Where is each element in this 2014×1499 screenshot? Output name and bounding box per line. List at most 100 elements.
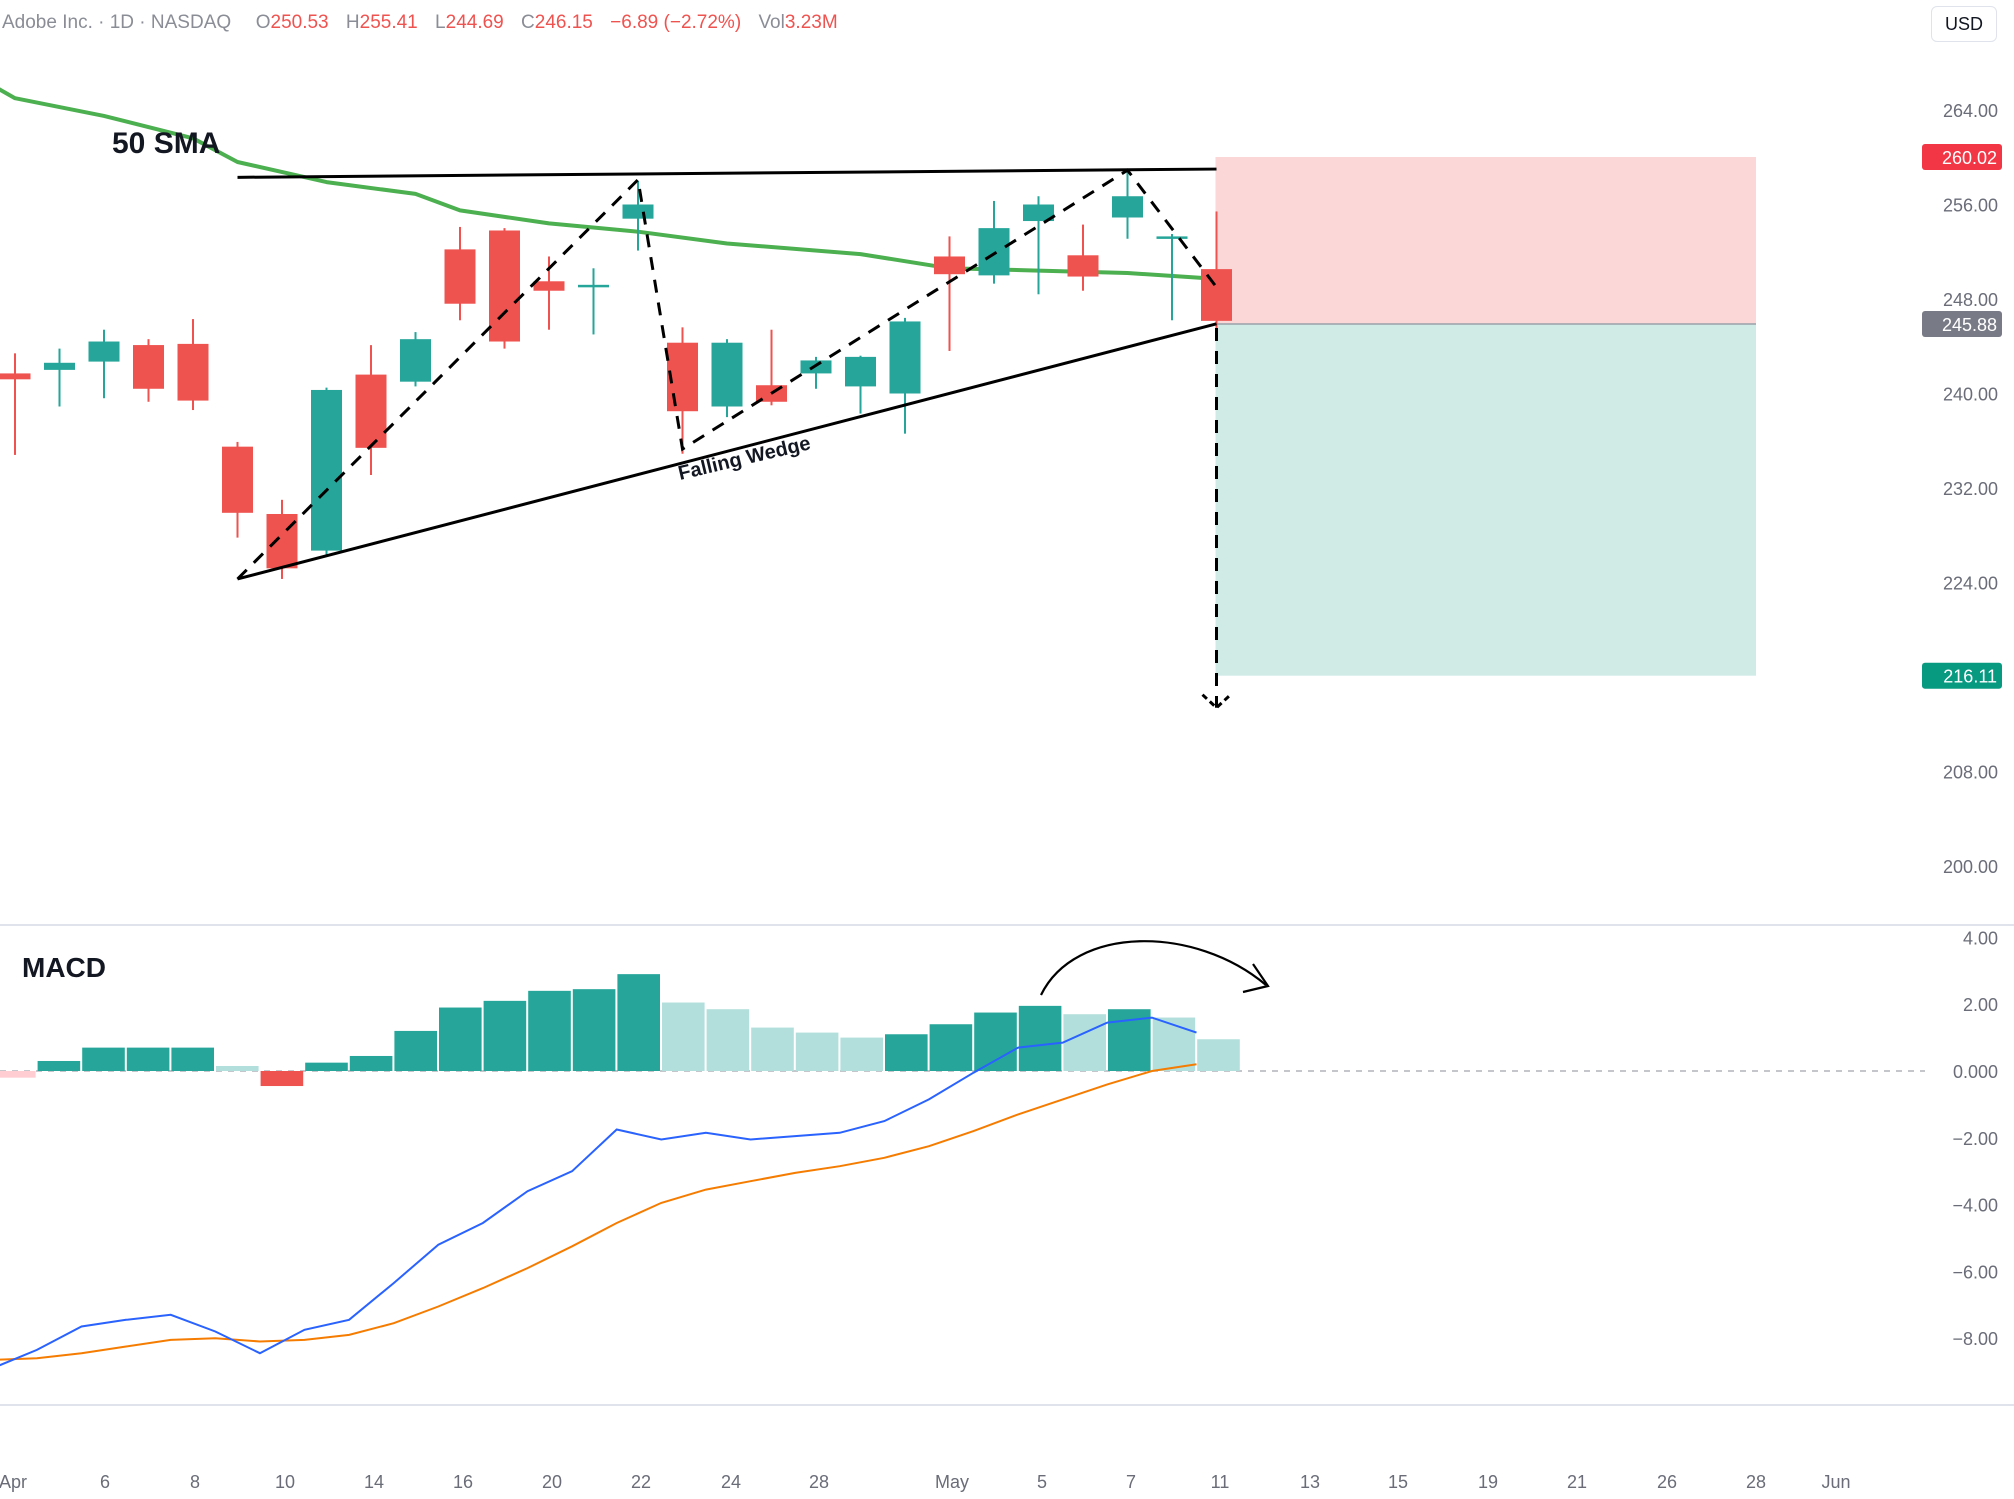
symbol-label: Adobe Inc. · 1D · NASDAQ <box>2 12 232 33</box>
candle-body <box>533 281 565 291</box>
vol-value: 3.23M <box>784 12 838 33</box>
macd-histogram-bar <box>394 1030 437 1071</box>
time-tick: 8 <box>190 1472 200 1492</box>
macd-tick: −8.00 <box>1952 1329 1998 1349</box>
time-tick: 14 <box>364 1472 384 1492</box>
macd-histogram-bar <box>82 1047 125 1071</box>
sma-layer <box>0 87 1217 281</box>
macd-histogram-bar <box>349 1055 393 1071</box>
macd-histogram-bar <box>617 974 660 1071</box>
time-tick: 24 <box>721 1472 741 1492</box>
time-tick: 10 <box>275 1472 295 1492</box>
candle-body <box>177 343 209 401</box>
candle-body <box>1156 236 1188 239</box>
drawings-layer <box>236 167 1270 996</box>
projection-arrowhead <box>1201 693 1232 710</box>
candle-body <box>1201 269 1232 321</box>
time-tick: Jun <box>1821 1472 1850 1492</box>
candle-body <box>578 284 609 288</box>
macd-curve-arrowhead <box>1242 963 1270 994</box>
time-tick: 7 <box>1126 1472 1136 1492</box>
macd-histogram-bar <box>795 1032 839 1071</box>
close-value: 246.15 <box>534 12 593 33</box>
time-tick: 16 <box>453 1472 473 1492</box>
price-tick: 232.00 <box>1943 479 1998 499</box>
macd-histogram-bar <box>1152 1017 1196 1071</box>
candles-layer <box>0 171 1232 579</box>
candle-body <box>44 362 75 370</box>
wedge-upper-line <box>237 167 1217 179</box>
macd-histogram-bar <box>1063 1014 1106 1071</box>
time-tick: 15 <box>1388 1472 1408 1492</box>
time-tick: 21 <box>1567 1472 1587 1492</box>
candle-body <box>400 339 431 382</box>
macd-tick: −4.00 <box>1952 1196 1998 1216</box>
legend-header: Adobe Inc. · 1D · NASDAQ O250.53 H255.41… <box>2 12 838 34</box>
pane-dividers <box>0 924 2014 1406</box>
candle-body <box>978 228 1010 276</box>
high-label: H <box>345 12 360 33</box>
macd-histogram-bar <box>572 989 616 1071</box>
position-zones <box>1215 157 1756 676</box>
macd-line <box>0 1016 1197 1367</box>
axes-layer: 264.00256.00248.00240.00232.00224.00208.… <box>0 101 2002 1492</box>
macd-tick: 2.00 <box>1963 995 1998 1015</box>
macd-histogram-bar <box>885 1034 928 1071</box>
candle-body <box>711 342 743 407</box>
wedge-lower-line <box>237 322 1217 581</box>
macd-histogram-bar <box>171 1047 214 1071</box>
open-label: O <box>255 12 271 33</box>
take-profit-zone <box>1215 324 1756 676</box>
macd-histogram-bar <box>483 1000 527 1071</box>
time-tick: 20 <box>542 1472 562 1492</box>
sma-annotation: 50 SMA <box>112 127 220 160</box>
macd-histogram-bar <box>37 1060 81 1071</box>
macd-histogram-bar <box>1018 1005 1062 1071</box>
sma50-line <box>0 87 1217 281</box>
macd-histogram-bar <box>0 1071 36 1078</box>
time-tick: Apr <box>0 1472 27 1492</box>
price-badge-label: 216.11 <box>1943 667 1997 687</box>
macd-signal-line <box>0 1063 1197 1361</box>
high-value: 255.41 <box>359 12 418 33</box>
macd-histogram-bar <box>1197 1039 1240 1071</box>
price-tick: 256.00 <box>1943 196 1998 216</box>
wave-path <box>236 168 1218 581</box>
candle-body <box>889 321 921 394</box>
price-tick: 200.00 <box>1943 857 1998 877</box>
close-label: C <box>521 12 535 33</box>
macd-histogram-bar <box>439 1007 482 1071</box>
candle-body <box>355 374 387 448</box>
macd-histogram-bar <box>305 1062 348 1071</box>
candle-body <box>222 446 253 513</box>
time-tick: 28 <box>809 1472 829 1492</box>
low-value: 244.69 <box>445 12 504 33</box>
candle-body <box>667 342 698 412</box>
candle-body <box>444 249 476 304</box>
macd-histogram-bar <box>528 990 571 1071</box>
low-label: L <box>435 12 446 33</box>
candle-body <box>845 356 876 387</box>
price-tick: 248.00 <box>1943 290 1998 310</box>
price-badge-label: 260.02 <box>1942 148 1997 168</box>
candle-body <box>0 373 31 380</box>
macd-histogram-bar <box>974 1012 1017 1071</box>
price-tick: 224.00 <box>1943 574 1998 594</box>
macd-tick: 0.000 <box>1953 1062 1998 1082</box>
time-tick: 13 <box>1300 1472 1320 1492</box>
price-tick: 264.00 <box>1943 101 1998 121</box>
candle-body <box>622 204 654 219</box>
macd-layer <box>0 974 1240 1367</box>
macd-histogram-bar <box>260 1071 304 1087</box>
macd-curve-arrow <box>1040 940 1267 996</box>
time-tick: 5 <box>1037 1472 1047 1492</box>
time-tick: 11 <box>1211 1472 1230 1492</box>
macd-histogram-bar <box>840 1037 883 1071</box>
annotations-layer: 50 SMA MACD Falling Wedge <box>22 127 813 983</box>
macd-histogram-bar <box>216 1065 259 1071</box>
macd-histogram-bar <box>126 1047 170 1071</box>
candle-body <box>934 256 965 275</box>
currency-button[interactable]: USD <box>1931 6 1997 42</box>
macd-histogram-bar <box>662 1002 705 1071</box>
